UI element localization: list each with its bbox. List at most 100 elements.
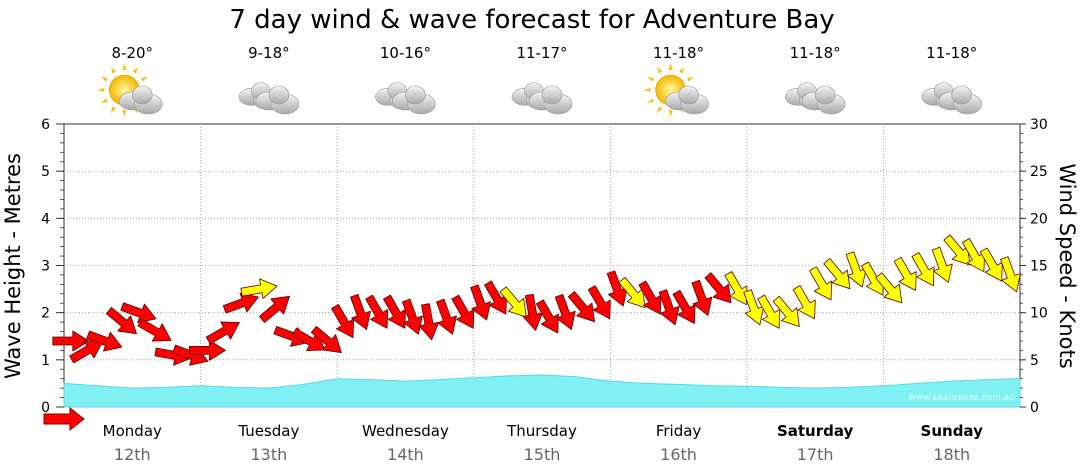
wind-arrow — [436, 298, 457, 335]
wind-arrow — [258, 295, 290, 323]
wind-arrow-shape — [567, 291, 595, 323]
wind-arrow-shape — [137, 318, 172, 342]
wind-arrow-shape — [499, 286, 527, 318]
wind-arrow-shape — [365, 294, 389, 329]
gridlines — [64, 124, 1020, 407]
wind-arrow-shape — [451, 294, 475, 329]
wind-arrow — [484, 280, 507, 315]
wind-arrow — [554, 294, 576, 331]
left-tick-label: 4 — [41, 211, 50, 227]
wind-arrow-shape — [691, 279, 713, 316]
wind-arrow — [499, 286, 527, 318]
wind-arrow-shape — [823, 258, 851, 290]
day-name-label: Wednesday — [362, 422, 449, 440]
wind-arrow — [658, 289, 680, 326]
wind-arrow — [638, 280, 662, 315]
day-name-label: Saturday — [777, 422, 854, 440]
wind-arrow — [893, 256, 917, 291]
wind-arrow — [86, 330, 123, 352]
wind-arrow-shape — [893, 256, 917, 291]
day-temp-range: 11-18° — [790, 44, 841, 62]
wind-arrow — [188, 339, 226, 361]
wind-arrow — [618, 277, 646, 308]
wind-arrow-shape — [470, 284, 491, 321]
wind-arrow-shape — [554, 294, 576, 331]
wind-arrow — [331, 304, 355, 339]
wind-arrow-shape — [205, 321, 240, 345]
wave-height-area — [63, 374, 1021, 408]
wind-arrow-shape — [743, 289, 765, 326]
wind-arrow — [365, 294, 389, 329]
sun-ray — [122, 110, 127, 117]
day-temp-range: 8-20° — [112, 44, 154, 62]
watermark: www.seabreeze.com.au — [908, 393, 1015, 403]
sun-ray — [110, 66, 117, 74]
wind-arrow — [401, 298, 423, 335]
right-tick-label: 10 — [1030, 306, 1048, 322]
wind-start-arrow-icon — [43, 406, 85, 432]
partly-sunny-icon — [643, 63, 709, 117]
left-tick-label: 2 — [41, 306, 50, 322]
right-axis-title: Wind Speed - Knots — [1055, 163, 1079, 368]
wind-arrow-shape — [757, 294, 781, 329]
plot-area: www.seabreeze.com.au 0 1 2 3 4 5 6 0 5 10 15 20 25 3… — [41, 117, 1048, 416]
sun-ray — [647, 76, 655, 82]
sun-ray — [678, 66, 685, 74]
wind-arrow-shape — [618, 277, 646, 308]
wind-arrow — [240, 278, 278, 300]
wind-arrow — [522, 293, 543, 331]
wind-arrow — [943, 234, 971, 266]
day-date-label: 17th — [797, 445, 834, 464]
wind-arrow — [418, 303, 440, 341]
right-tick-label: 30 — [1030, 117, 1048, 133]
wind-arrow-shape — [240, 278, 278, 300]
left-tick-label: 5 — [41, 164, 50, 180]
wind-arrow — [743, 289, 765, 326]
wind-arrow-shape — [672, 289, 696, 324]
right-tick-label: 0 — [1030, 400, 1039, 416]
right-tick-label: 20 — [1030, 211, 1048, 227]
wind-arrow-shape — [436, 298, 457, 335]
day-date-label: 12th — [114, 445, 151, 464]
day-name-label: Friday — [656, 422, 702, 440]
wind-arrow — [931, 246, 953, 283]
wind-arrow — [451, 294, 475, 329]
wind-arrow-shape — [222, 292, 259, 314]
wind-arrow — [962, 238, 985, 273]
wind-arrow — [350, 294, 371, 331]
wind-arrow — [205, 321, 240, 345]
sun-ray — [100, 76, 108, 82]
wind-arrow — [772, 295, 800, 327]
wind-arrow — [587, 285, 611, 320]
cloudy-icon — [511, 82, 573, 115]
wind-arrow-shape — [931, 246, 953, 283]
day-temp-range: 10-16° — [380, 44, 431, 62]
day-date-label: 15th — [524, 445, 561, 464]
wind-arrow-shape — [401, 298, 423, 335]
wind-arrow-shape — [587, 285, 611, 320]
wind-arrow — [1000, 256, 1021, 293]
wind-arrow-shape — [105, 307, 137, 335]
cloudy-icon — [375, 82, 436, 115]
sun-ray — [122, 63, 127, 70]
wind-arrow — [222, 292, 259, 314]
sun-ray — [140, 76, 148, 82]
wind-arrow-shape — [606, 270, 628, 307]
wind-arrow — [875, 272, 903, 304]
cloudy-icon — [238, 82, 300, 115]
sun-ray — [97, 88, 105, 92]
day-date-label: 14th — [387, 445, 424, 464]
day-temp-range: 11-18° — [653, 44, 704, 62]
day-name-label: Monday — [103, 422, 162, 440]
wind-arrow-shape — [69, 340, 104, 364]
wind-arrow-shape — [350, 294, 371, 331]
wind-arrow-shape — [331, 304, 355, 339]
wind-arrow-shape — [772, 295, 800, 327]
wind-arrow — [535, 299, 559, 334]
wind-arrow-shape — [188, 339, 226, 361]
wind-arrow — [691, 279, 713, 316]
sun-ray — [686, 76, 694, 82]
cloudy-icon — [784, 82, 846, 115]
wind-arrow-shape — [875, 272, 903, 304]
